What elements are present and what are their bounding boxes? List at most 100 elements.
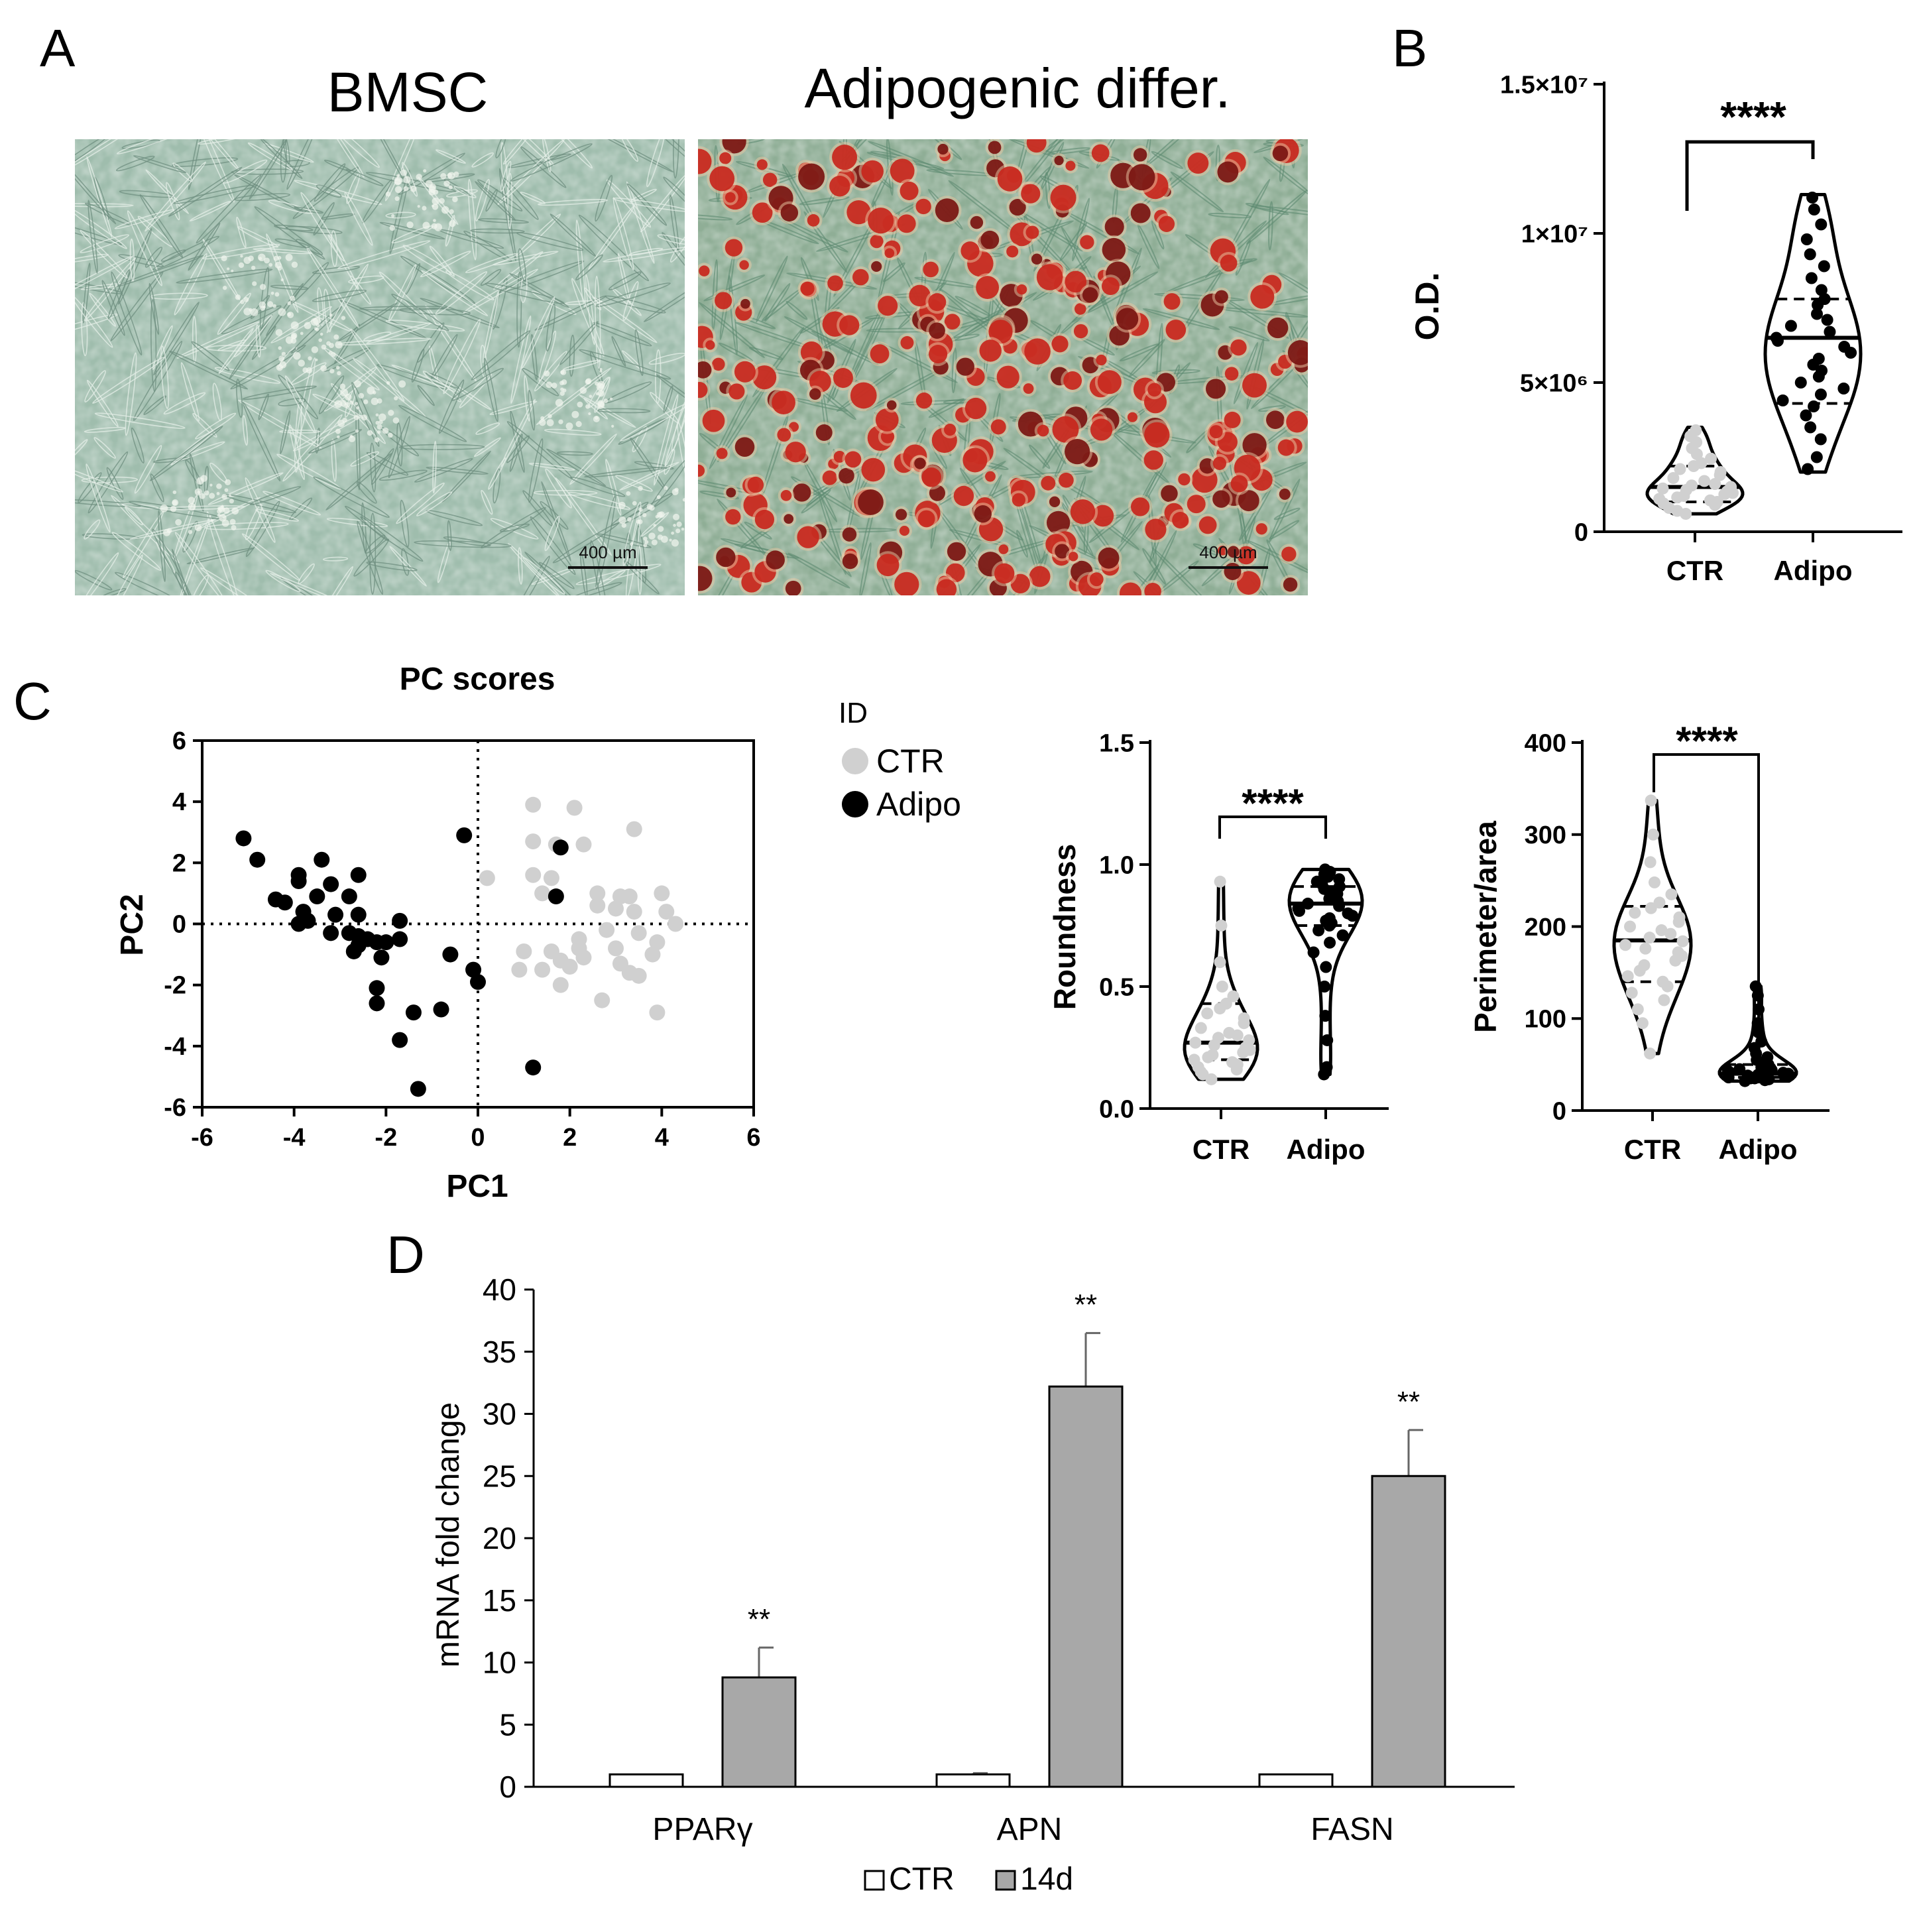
bmsc-cell bbox=[544, 428, 602, 436]
bmsc-cell bbox=[677, 421, 685, 486]
violin-point bbox=[1323, 912, 1336, 924]
bmsc-cell bbox=[270, 284, 309, 290]
bmsc-cell-cluster bbox=[671, 531, 675, 535]
adipogenic-micrograph bbox=[698, 139, 1308, 595]
violin-point bbox=[1645, 902, 1657, 914]
pc-point-ctr bbox=[525, 796, 542, 813]
bmsc-cell-cluster bbox=[310, 318, 319, 326]
violin-point bbox=[1206, 1049, 1219, 1061]
bmsc-cell-cluster bbox=[595, 392, 599, 396]
lipid-droplet bbox=[1227, 546, 1240, 558]
violin-point bbox=[1674, 463, 1686, 475]
bmsc-cell bbox=[273, 224, 314, 231]
bmsc-cell bbox=[385, 320, 465, 332]
b-axes: 0 5×10⁶ 1×10⁷ 1.5×10⁷ CTR Adipo bbox=[1500, 71, 1902, 586]
lipid-droplet bbox=[716, 547, 736, 568]
bmsc-cell bbox=[288, 424, 306, 481]
adipo-fibroblast bbox=[1278, 272, 1308, 308]
bmsc-cell bbox=[230, 345, 306, 390]
bmsc-cell bbox=[417, 385, 435, 406]
violin-point bbox=[1815, 218, 1828, 231]
x-tick-label: CTR bbox=[1624, 1134, 1681, 1165]
bmsc-cell bbox=[182, 520, 198, 553]
bmsc-cell-cluster bbox=[571, 410, 579, 418]
bmsc-cell-cluster bbox=[197, 491, 201, 494]
x-tick-label: Adipo bbox=[1774, 555, 1853, 586]
lipid-droplet bbox=[1230, 339, 1247, 356]
pc-x-tick-label: -6 bbox=[191, 1124, 213, 1152]
lipid-droplet bbox=[777, 428, 791, 442]
lipid-droplet bbox=[1209, 425, 1223, 439]
violin-point bbox=[1733, 1063, 1746, 1075]
lipid-droplet bbox=[792, 483, 811, 502]
bmsc-cell bbox=[152, 528, 194, 595]
bmsc-cell bbox=[585, 274, 596, 345]
lipid-droplet bbox=[1236, 571, 1261, 595]
bmsc-cell-cluster bbox=[228, 494, 232, 497]
violin-point bbox=[1227, 990, 1240, 1002]
bmsc-cell-cluster bbox=[188, 503, 196, 511]
bmsc-cell bbox=[488, 457, 506, 490]
bmsc-cell bbox=[139, 194, 184, 259]
lipid-droplet bbox=[1065, 271, 1087, 293]
lipid-droplet bbox=[844, 451, 862, 468]
lipid-droplet bbox=[1220, 255, 1238, 272]
lipid-droplet bbox=[1133, 148, 1147, 162]
bmsc-cell bbox=[75, 207, 128, 249]
bmsc-cell-cluster bbox=[304, 322, 312, 330]
lipid-droplet bbox=[964, 397, 987, 420]
bmsc-cell bbox=[622, 501, 642, 566]
bmsc-cell bbox=[578, 214, 650, 282]
pc-legend: ID CTR Adipo bbox=[839, 697, 961, 823]
bmsc-cell bbox=[559, 321, 599, 365]
bmsc-cell-cluster bbox=[209, 483, 213, 487]
bmsc-cell-cluster bbox=[188, 530, 193, 534]
pc-point-ctr bbox=[654, 885, 670, 902]
bmsc-cell bbox=[467, 178, 477, 261]
pc-point-ctr bbox=[534, 885, 551, 902]
d-y-tick-label: 30 bbox=[483, 1397, 516, 1431]
bmsc-cell-cluster bbox=[416, 174, 422, 180]
bmsc-cell-cluster bbox=[217, 513, 221, 517]
lipid-droplet bbox=[1025, 225, 1039, 239]
bmsc-cell-cluster bbox=[337, 419, 345, 428]
bmsc-cell bbox=[86, 379, 119, 428]
lipid-droplet bbox=[747, 476, 764, 493]
bmsc-cell bbox=[510, 315, 532, 404]
bmsc-cell-cluster bbox=[298, 359, 305, 367]
pc-point-ctr bbox=[511, 961, 528, 978]
bmsc-cell bbox=[134, 445, 162, 494]
lipid-droplet bbox=[928, 293, 947, 312]
adipo-fibroblast bbox=[787, 552, 850, 589]
violin-point bbox=[1814, 389, 1827, 400]
d-category-label: FASN bbox=[1310, 1812, 1393, 1847]
y-tick-label: 5×10⁶ bbox=[1520, 369, 1588, 397]
bmsc-cell bbox=[145, 161, 207, 232]
lipid-droplet bbox=[884, 248, 895, 259]
bmsc-cell bbox=[259, 139, 303, 180]
pc-point-ctr bbox=[621, 888, 638, 905]
bmsc-cell bbox=[188, 139, 205, 190]
bmsc-cell bbox=[114, 209, 175, 229]
violin-point bbox=[1336, 929, 1349, 941]
pc-point-adipo bbox=[249, 851, 266, 868]
lipid-droplet bbox=[1074, 303, 1086, 315]
violin-point bbox=[1638, 959, 1651, 971]
adipogenic-title: Adipogenic differ. bbox=[805, 57, 1231, 119]
violin-point bbox=[1188, 1054, 1200, 1066]
bmsc-cell bbox=[192, 412, 217, 438]
bmsc-cell-cluster bbox=[341, 316, 346, 320]
bmsc-cell bbox=[160, 249, 186, 262]
bmsc-cell-cluster bbox=[231, 524, 237, 530]
lipid-droplet bbox=[935, 198, 959, 222]
bmsc-cell-cluster bbox=[221, 505, 224, 508]
lipid-droplet bbox=[1091, 144, 1110, 162]
pc-point-adipo bbox=[369, 995, 385, 1012]
bmsc-cell-cluster bbox=[669, 538, 672, 542]
bmsc-cell bbox=[158, 510, 166, 582]
lipid-droplet bbox=[1065, 160, 1076, 171]
bmsc-cell bbox=[493, 468, 501, 504]
lipid-droplet bbox=[929, 345, 948, 364]
bmsc-cell bbox=[121, 503, 159, 509]
bmsc-cell bbox=[579, 349, 671, 380]
